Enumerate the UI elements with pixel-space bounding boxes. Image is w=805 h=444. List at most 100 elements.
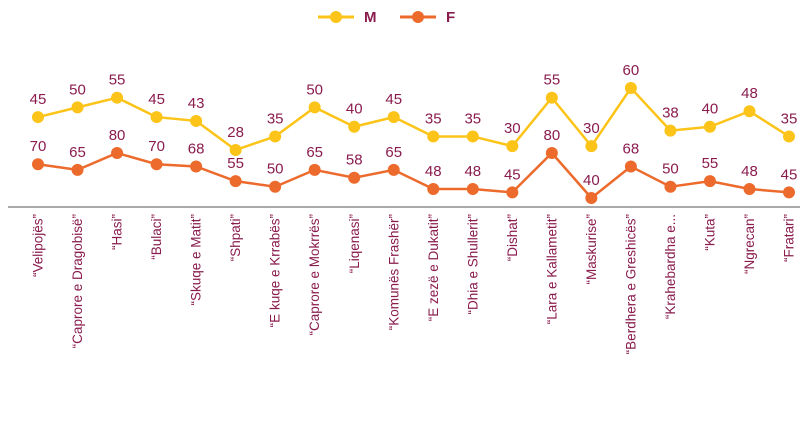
point (783, 130, 795, 143)
data-label: 55 (702, 155, 719, 172)
point (308, 101, 321, 114)
data-label: 45 (781, 166, 798, 183)
x-tick-label: “Krahebardha e... (663, 214, 678, 319)
x-tick-label: “Hasi” (110, 214, 125, 250)
data-label: 65 (306, 144, 323, 161)
point (269, 180, 282, 193)
point (466, 183, 479, 195)
point (585, 192, 598, 204)
point (269, 130, 282, 143)
point (190, 160, 203, 173)
x-tick-label: “Velipojës” (31, 214, 46, 277)
data-label: 35 (464, 110, 481, 127)
point (783, 186, 795, 199)
data-label: 45 (148, 91, 165, 108)
x-tick-label: “Berdhera e Greshicës” (623, 214, 638, 354)
data-label: 30 (504, 120, 521, 137)
point (664, 180, 677, 193)
data-label: 80 (109, 127, 126, 144)
data-label: 50 (267, 161, 284, 178)
data-label: 68 (188, 140, 205, 157)
data-label: 70 (148, 138, 165, 155)
point (545, 147, 558, 159)
point (703, 175, 716, 188)
data-label: 65 (69, 144, 86, 161)
data-label: 50 (69, 81, 86, 98)
legend-marker (412, 11, 424, 23)
legend-label: M (364, 9, 377, 26)
point (348, 120, 361, 133)
point (229, 144, 242, 156)
data-label: 28 (227, 124, 244, 141)
data-label: 38 (662, 105, 679, 122)
x-tick-label: “E kuqe e Krrabës” (268, 214, 283, 327)
data-label: 58 (346, 152, 363, 169)
point (229, 175, 242, 188)
point (466, 130, 479, 143)
x-tick-label: “Ngrecan” (742, 214, 757, 274)
data-label: 55 (543, 72, 560, 89)
x-tick-label: “Kuta” (703, 214, 718, 251)
point (427, 183, 440, 195)
data-label: 45 (30, 91, 47, 108)
x-tick-label: “Dishat” (505, 214, 520, 261)
point (585, 140, 598, 153)
point (743, 105, 756, 118)
point (387, 111, 400, 124)
legend-label: F (446, 9, 455, 26)
point (32, 158, 44, 171)
data-label: 55 (109, 72, 126, 89)
x-tick-label: “Lara e Kallametit” (544, 214, 559, 324)
data-label: 48 (464, 163, 481, 180)
x-tick-label: “Komunës Frashër” (386, 214, 401, 330)
x-tick-label: “Liqenasi” (347, 214, 362, 273)
series-line (37, 151, 790, 200)
x-tick-label: “Bulaci” (149, 214, 164, 260)
data-label: 70 (30, 138, 47, 155)
data-label: 80 (543, 127, 560, 144)
data-label: 48 (741, 85, 758, 102)
data-label: 45 (504, 166, 521, 183)
point (308, 163, 321, 176)
data-label: 65 (385, 144, 402, 161)
data-label: 50 (662, 161, 679, 178)
point (387, 163, 400, 176)
data-label: 50 (306, 81, 323, 98)
data-label: 48 (425, 163, 442, 180)
data-label: 35 (267, 110, 284, 127)
data-label: 40 (702, 101, 719, 118)
point (624, 160, 637, 173)
data-label: 48 (741, 163, 758, 180)
series-line (37, 85, 790, 152)
point (71, 163, 84, 176)
x-tick-label: “Dhia e Shullerit” (465, 214, 480, 315)
point (150, 158, 163, 171)
point (743, 183, 756, 195)
point (427, 130, 440, 143)
data-label: 43 (188, 95, 205, 112)
x-tick-label: “E zezë e Dukatit” (426, 214, 441, 321)
x-tick-label: “Caprore e Dragobisë” (70, 214, 85, 348)
data-label: 68 (623, 140, 640, 157)
point (545, 91, 558, 104)
point (506, 140, 519, 153)
x-tick-label: “Shpati” (228, 214, 243, 261)
point (150, 111, 163, 124)
data-label: 40 (583, 172, 600, 189)
point (111, 91, 124, 104)
data-label: 45 (385, 91, 402, 108)
point (664, 124, 677, 137)
legend-marker (330, 11, 342, 23)
x-tick-label: “Fratari” (782, 214, 797, 262)
data-label: 55 (227, 155, 244, 172)
data-label: 35 (425, 110, 442, 127)
point (32, 111, 44, 124)
x-tick-label: “Maskurise” (584, 214, 599, 285)
data-label: 30 (583, 120, 600, 137)
data-label: 35 (781, 110, 798, 127)
point (71, 101, 84, 114)
x-tick-label: “Skuqe e Matit” (189, 214, 204, 306)
point (703, 120, 716, 133)
point (624, 82, 637, 94)
